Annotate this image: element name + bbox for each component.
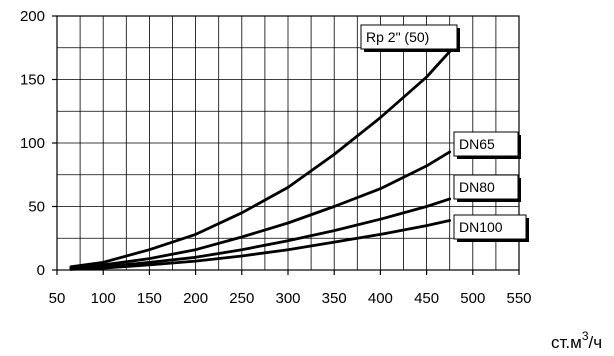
series-line-dn80 bbox=[69, 197, 452, 271]
series-label-rp-2-50: Rp 2" (50) bbox=[360, 24, 460, 52]
series-lines bbox=[69, 50, 452, 271]
label-box bbox=[360, 24, 458, 50]
x-tick-label: 350 bbox=[322, 290, 347, 307]
series-label-dn100: DN100 bbox=[453, 214, 529, 242]
series-label-dn65: DN65 bbox=[453, 131, 521, 159]
x-axis-unit: ст.м3/ч bbox=[551, 329, 602, 352]
x-tick-label: 250 bbox=[229, 290, 254, 307]
series-label-dn80: DN80 bbox=[453, 174, 521, 202]
x-tick-label: 300 bbox=[275, 290, 300, 307]
y-tick-label: 50 bbox=[28, 199, 45, 216]
y-tick-label: 200 bbox=[20, 8, 45, 25]
label-box bbox=[453, 174, 519, 200]
series-line-rp-2-50 bbox=[69, 50, 452, 269]
y-tick-label: 100 bbox=[20, 135, 45, 152]
y-tick-label: 0 bbox=[37, 262, 45, 279]
x-tick-label: 150 bbox=[137, 290, 162, 307]
x-tick-label: 50 bbox=[49, 290, 66, 307]
y-tick-labels: 0 50 100 150 200 bbox=[20, 8, 45, 279]
label-text: Rp 2" (50) bbox=[366, 29, 429, 45]
label-text: DN100 bbox=[459, 219, 503, 235]
x-tick-label: 450 bbox=[414, 290, 439, 307]
x-tick-label: 500 bbox=[460, 290, 485, 307]
x-tick-label: 550 bbox=[506, 290, 531, 307]
series-labels: Rp 2" (50) DN65 DN80 DN100 bbox=[360, 24, 529, 242]
x-tick-label: 200 bbox=[183, 290, 208, 307]
label-box bbox=[453, 131, 519, 157]
label-text: DN65 bbox=[459, 136, 495, 152]
label-box bbox=[453, 214, 527, 240]
series-line-dn100 bbox=[69, 219, 452, 271]
series-line-dn65 bbox=[69, 150, 452, 270]
grid bbox=[56, 15, 520, 271]
x-tick-label: 100 bbox=[91, 290, 116, 307]
x-tick-labels: 50 100 150 200 250 300 350 400 450 500 550 bbox=[49, 290, 532, 307]
y-tick-label: 150 bbox=[20, 72, 45, 89]
x-tick-label: 400 bbox=[368, 290, 393, 307]
label-text: DN80 bbox=[459, 179, 495, 195]
axes bbox=[52, 15, 520, 275]
